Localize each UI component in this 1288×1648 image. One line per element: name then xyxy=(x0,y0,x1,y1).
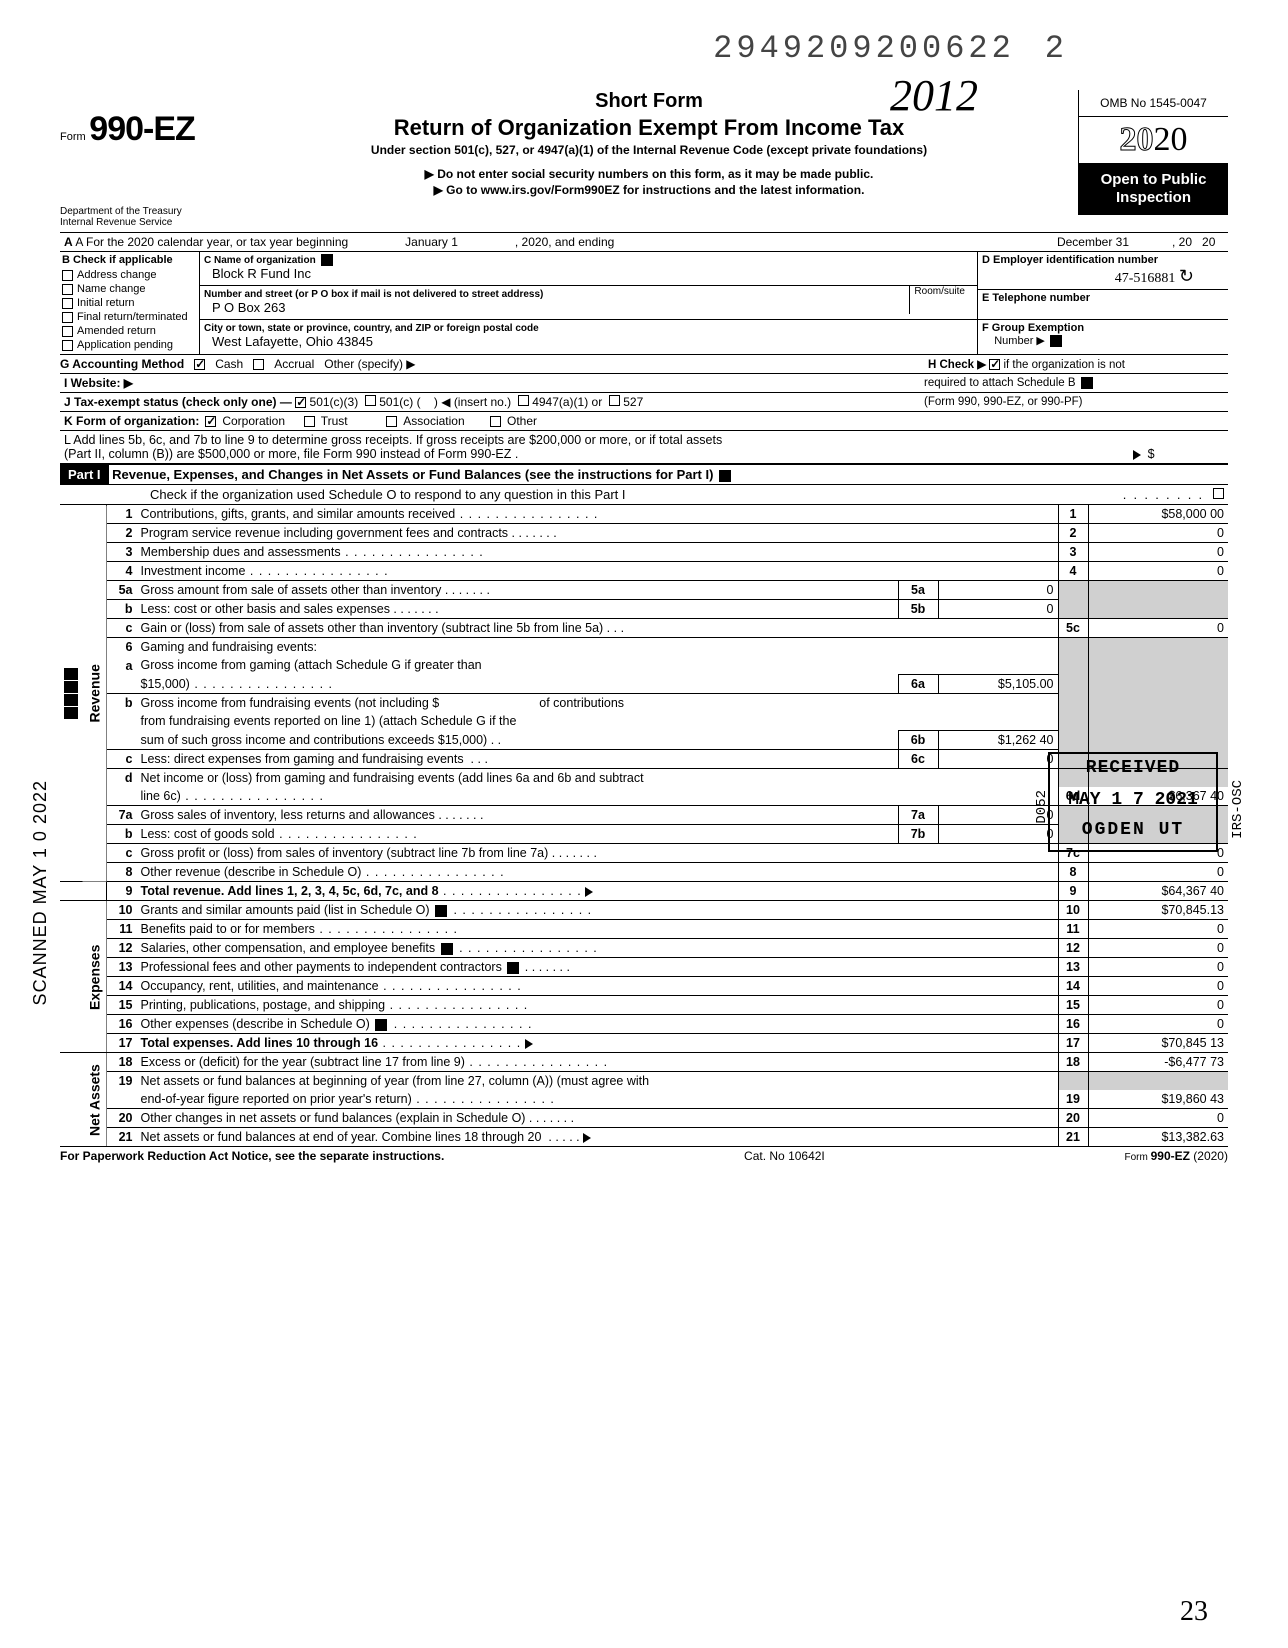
col-d-e-f: D Employer identification number 47-5168… xyxy=(978,252,1228,354)
val-line-21: $13,382.63 xyxy=(1088,1128,1228,1147)
chk-trust[interactable] xyxy=(304,416,315,427)
stamp-irs-osc: IRS-OSC xyxy=(1230,780,1246,839)
page-number: 23 xyxy=(1180,1596,1208,1628)
help-icon xyxy=(321,254,333,266)
col-c-org-info: C Name of organization Block R Fund Inc … xyxy=(200,252,978,354)
chk-501c3[interactable] xyxy=(295,397,306,408)
col-b-checkboxes: B Check if applicable Address change Nam… xyxy=(60,252,200,354)
dln-code: 29492092006222 xyxy=(713,30,1068,67)
org-name: Block R Fund Inc xyxy=(204,266,311,281)
line-i-website: I Website: ▶ required to attach Schedule… xyxy=(60,374,1228,393)
line-j-tax-status: J Tax-exempt status (check only one) — 5… xyxy=(60,393,1228,412)
val-line-10: $70,845.13 xyxy=(1088,901,1228,920)
scanned-stamp: SCANNED MAY 1 0 2022 xyxy=(30,780,51,1005)
line-k-form-org: K Form of organization: Corporation Trus… xyxy=(60,412,1228,431)
telephone-label: E Telephone number xyxy=(982,292,1090,304)
form-header: Form 990-EZ Department of the TreasuryIn… xyxy=(60,90,1228,233)
chk-cash[interactable] xyxy=(194,359,205,370)
received-stamp: RECEIVED MAY 1 7 2021 OGDEN UT xyxy=(1048,752,1218,852)
form-year: 2020 xyxy=(1079,117,1228,163)
chk-4947[interactable] xyxy=(518,395,529,406)
org-city: West Lafayette, Ohio 43845 xyxy=(204,334,373,349)
form-label: Form xyxy=(60,131,86,143)
chk-final-return[interactable] xyxy=(62,312,73,323)
chk-schedule-b[interactable] xyxy=(989,359,1000,370)
val-line-19: $19,860 43 xyxy=(1088,1090,1228,1109)
chk-accrual[interactable] xyxy=(253,359,264,370)
chk-pending[interactable] xyxy=(62,340,73,351)
val-line-6b: $1,262 40 xyxy=(938,731,1058,750)
form-subtitle: Under section 501(c), 527, or 4947(a)(1)… xyxy=(230,143,1068,157)
header-block-b-c-d: B Check if applicable Address change Nam… xyxy=(60,252,1228,355)
ssn-warning: ▶ Do not enter social security numbers o… xyxy=(230,167,1068,181)
chk-association[interactable] xyxy=(386,416,397,427)
chk-name-change[interactable] xyxy=(62,284,73,295)
dept-treasury: Department of the TreasuryInternal Reven… xyxy=(60,206,182,228)
val-line-6a: $5,105.00 xyxy=(938,675,1058,694)
chk-amended[interactable] xyxy=(62,326,73,337)
chk-corporation[interactable] xyxy=(205,416,216,427)
line-g-accounting: G Accounting Method Cash Accrual Other (… xyxy=(60,355,1228,374)
side-revenue: Revenue xyxy=(82,505,107,882)
line-l: L Add lines 5b, 6c, and 7b to line 9 to … xyxy=(60,431,1228,464)
chk-schedule-o[interactable] xyxy=(1213,488,1224,499)
open-to-public: Open to PublicInspection xyxy=(1079,163,1228,215)
instructions-link: ▶ Go to www.irs.gov/Form990EZ for instru… xyxy=(230,183,1068,197)
ein-value: 47-516881 xyxy=(1115,271,1176,286)
part-1-header: Part I Revenue, Expenses, and Changes in… xyxy=(60,464,1228,505)
form-number: 990-EZ xyxy=(89,110,195,148)
chk-initial-return[interactable] xyxy=(62,298,73,309)
group-exemption-box xyxy=(1050,335,1062,347)
handwritten-year: 2012 xyxy=(890,70,978,121)
chk-address-change[interactable] xyxy=(62,270,73,281)
stamp-d052: D052 xyxy=(1034,790,1050,824)
val-line-17: $70,845 13 xyxy=(1088,1034,1228,1053)
row-a-tax-year: A A For the 2020 calendar year, or tax y… xyxy=(60,233,1228,252)
val-line-9: $64,367 40 xyxy=(1088,882,1228,901)
val-line-1: $58,000 00 xyxy=(1088,505,1228,524)
room-suite-label: Room/suite xyxy=(909,286,973,314)
org-street: P O Box 263 xyxy=(204,300,285,315)
side-expenses: Expenses xyxy=(82,901,107,1053)
chk-other-org[interactable] xyxy=(490,416,501,427)
chk-501c[interactable] xyxy=(365,395,376,406)
chk-527[interactable] xyxy=(609,395,620,406)
footer: For Paperwork Reduction Act Notice, see … xyxy=(60,1147,1228,1163)
side-netassets: Net Assets xyxy=(82,1053,107,1147)
val-line-18: -$6,477 73 xyxy=(1088,1053,1228,1072)
omb-number: OMB No 1545-0047 xyxy=(1079,90,1228,117)
form-id: Form 990-EZ xyxy=(60,90,220,149)
